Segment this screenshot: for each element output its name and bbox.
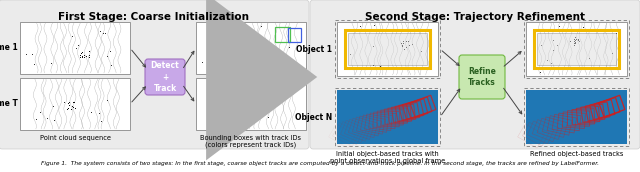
Bar: [196, 78, 306, 130]
Text: Initial object-based tracks with
point observations in global frame: Initial object-based tracks with point o…: [330, 151, 445, 164]
Bar: [335, 88, 440, 146]
Bar: [289, 28, 301, 42]
Bar: [234, 95, 251, 110]
Text: First Stage: Coarse Initialization: First Stage: Coarse Initialization: [58, 12, 250, 22]
Bar: [218, 31, 236, 50]
Bar: [337, 22, 438, 76]
Text: Frame 1: Frame 1: [0, 44, 18, 52]
Bar: [218, 94, 236, 110]
Text: Detect
+
Track: Detect + Track: [150, 61, 179, 93]
Text: Object N: Object N: [295, 112, 332, 121]
Text: Frame T: Frame T: [0, 99, 18, 109]
Bar: [246, 48, 261, 64]
Bar: [251, 95, 266, 110]
Text: Figure 1.  The system consists of two stages: In the first stage, coarse object : Figure 1. The system consists of two sta…: [41, 160, 599, 165]
Bar: [345, 30, 430, 68]
Text: Second Stage: Trajectory Refinement: Second Stage: Trajectory Refinement: [365, 12, 585, 22]
Bar: [196, 22, 306, 74]
FancyBboxPatch shape: [459, 55, 505, 99]
Bar: [337, 90, 438, 144]
Text: Refine
Tracks: Refine Tracks: [468, 67, 496, 87]
Text: Object 1: Object 1: [296, 45, 332, 53]
FancyBboxPatch shape: [310, 0, 640, 149]
Text: Refined object-based tracks: Refined object-based tracks: [530, 151, 623, 157]
Bar: [534, 30, 619, 68]
Bar: [20, 22, 130, 74]
Bar: [232, 32, 248, 49]
Bar: [275, 27, 289, 42]
FancyBboxPatch shape: [145, 59, 185, 95]
Bar: [348, 33, 427, 65]
Bar: [524, 88, 629, 146]
Bar: [335, 20, 440, 78]
Text: Bounding boxes with track IDs
(colors represent track IDs): Bounding boxes with track IDs (colors re…: [200, 135, 301, 148]
Bar: [524, 20, 629, 78]
Bar: [20, 78, 130, 130]
Text: Point cloud sequence: Point cloud sequence: [40, 135, 111, 141]
Bar: [526, 90, 627, 144]
Bar: [526, 22, 627, 76]
FancyBboxPatch shape: [0, 0, 309, 149]
Bar: [537, 33, 616, 65]
